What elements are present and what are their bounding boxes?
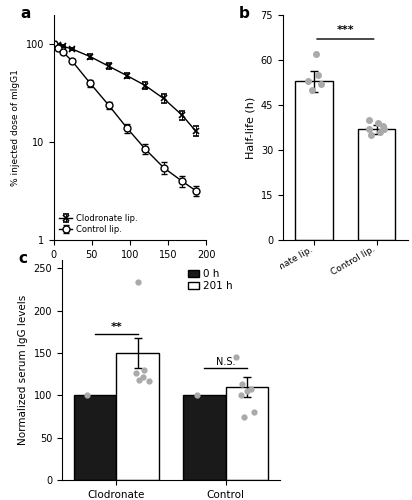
Bar (295, 81, 333, 240)
Bar (117, 353, 159, 480)
Bar (183, 396, 226, 480)
Text: **: ** (110, 322, 122, 332)
Y-axis label: Half-life (h): Half-life (h) (245, 96, 255, 158)
Bar (358, 129, 396, 240)
X-axis label: Time (h): Time (h) (104, 266, 156, 276)
Text: a: a (20, 6, 30, 21)
Legend: 0 h, 201 h: 0 h, 201 h (184, 265, 236, 296)
Text: b: b (239, 6, 250, 21)
Y-axis label: Normalized serum IgG levels: Normalized serum IgG levels (18, 295, 28, 445)
Bar (226, 387, 268, 480)
Y-axis label: % injected dose of mIgG1: % injected dose of mIgG1 (11, 69, 20, 186)
Legend: Clodronate lip., Control lip.: Clodronate lip., Control lip. (58, 212, 139, 236)
Text: c: c (18, 251, 27, 266)
Text: ***: *** (337, 24, 354, 34)
Bar (74, 396, 116, 480)
Text: N.S.: N.S. (216, 356, 235, 366)
